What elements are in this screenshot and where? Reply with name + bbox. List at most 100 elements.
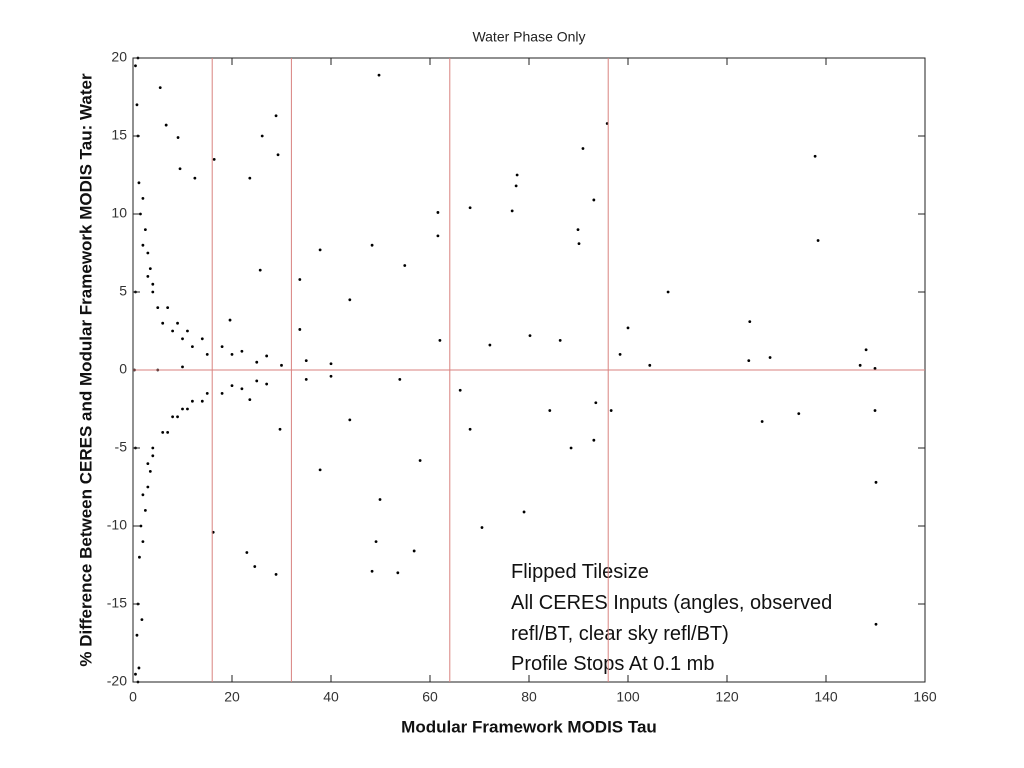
point — [558, 338, 562, 342]
point — [146, 485, 150, 489]
point — [220, 392, 224, 395]
y-tick-label: -10 — [107, 517, 127, 533]
point — [515, 173, 519, 177]
plot-area — [133, 56, 878, 684]
point — [228, 318, 232, 322]
point — [760, 420, 764, 423]
point — [260, 134, 264, 138]
point — [255, 360, 259, 364]
point — [626, 326, 630, 330]
point — [648, 363, 652, 367]
annotation: refl/BT, clear sky refl/BT) — [511, 623, 729, 645]
point — [618, 353, 622, 356]
y-tick-label: 0 — [119, 361, 127, 377]
point — [141, 243, 145, 247]
point — [200, 399, 204, 403]
point — [468, 206, 472, 210]
point — [248, 176, 252, 180]
point — [148, 267, 152, 270]
point — [212, 158, 216, 161]
point — [248, 398, 252, 402]
point — [378, 498, 382, 501]
point — [304, 359, 308, 363]
point — [318, 468, 322, 472]
point — [592, 438, 596, 442]
chart-title: Water Phase Only — [472, 29, 585, 45]
point — [298, 328, 302, 331]
point — [274, 114, 278, 118]
point — [220, 345, 224, 348]
y-tick-label: 15 — [111, 127, 127, 143]
point — [181, 365, 184, 369]
point — [609, 409, 613, 412]
point — [146, 275, 150, 278]
point — [403, 264, 407, 267]
point — [176, 415, 179, 419]
point — [594, 401, 598, 405]
y-tick-label: 5 — [119, 283, 127, 299]
point — [318, 248, 322, 252]
point — [514, 184, 518, 188]
x-tick-label: 100 — [616, 689, 640, 705]
annotation: Flipped Tilesize — [511, 561, 649, 583]
y-axis-label: % Difference Between CERES and Modular F… — [76, 73, 95, 667]
point — [576, 228, 580, 232]
point — [438, 338, 442, 342]
point — [666, 290, 670, 294]
point — [141, 197, 145, 200]
point — [156, 306, 160, 309]
point — [151, 282, 155, 286]
point — [166, 431, 170, 434]
point — [581, 147, 585, 150]
y-tick-label: -5 — [115, 439, 128, 455]
point — [280, 363, 283, 367]
annotation: Profile Stops At 0.1 mb — [511, 653, 714, 675]
point — [138, 555, 141, 559]
point — [436, 234, 440, 238]
point — [164, 123, 168, 127]
point — [255, 379, 259, 383]
point — [418, 459, 422, 462]
point — [348, 418, 352, 422]
x-tick-label: 80 — [521, 689, 537, 705]
point — [592, 198, 596, 202]
point — [569, 446, 573, 450]
point — [171, 329, 175, 333]
point — [858, 363, 862, 367]
point — [548, 409, 552, 412]
point — [412, 549, 416, 553]
x-tick-label: 20 — [224, 689, 240, 705]
point — [193, 176, 197, 180]
point — [258, 268, 262, 272]
point — [146, 462, 150, 465]
point — [240, 349, 244, 353]
y-tick-label: 20 — [111, 49, 127, 65]
point — [143, 228, 147, 232]
point — [141, 540, 145, 543]
point — [135, 103, 139, 107]
x-tick-label: 160 — [913, 689, 937, 705]
point — [178, 167, 182, 171]
point — [298, 278, 302, 281]
point — [245, 551, 249, 554]
point — [274, 572, 278, 576]
point — [143, 509, 147, 512]
point — [141, 493, 145, 497]
point — [137, 666, 141, 670]
point — [161, 431, 165, 434]
point — [240, 387, 244, 391]
point — [528, 334, 532, 338]
point — [768, 356, 772, 359]
y-tick-label: -15 — [107, 595, 127, 611]
point — [146, 251, 150, 255]
point — [230, 353, 234, 356]
point — [797, 412, 801, 416]
point — [813, 154, 817, 158]
x-tick-label: 140 — [814, 689, 838, 705]
point — [230, 384, 234, 387]
point — [176, 136, 180, 139]
point — [748, 320, 752, 324]
point — [370, 569, 374, 573]
